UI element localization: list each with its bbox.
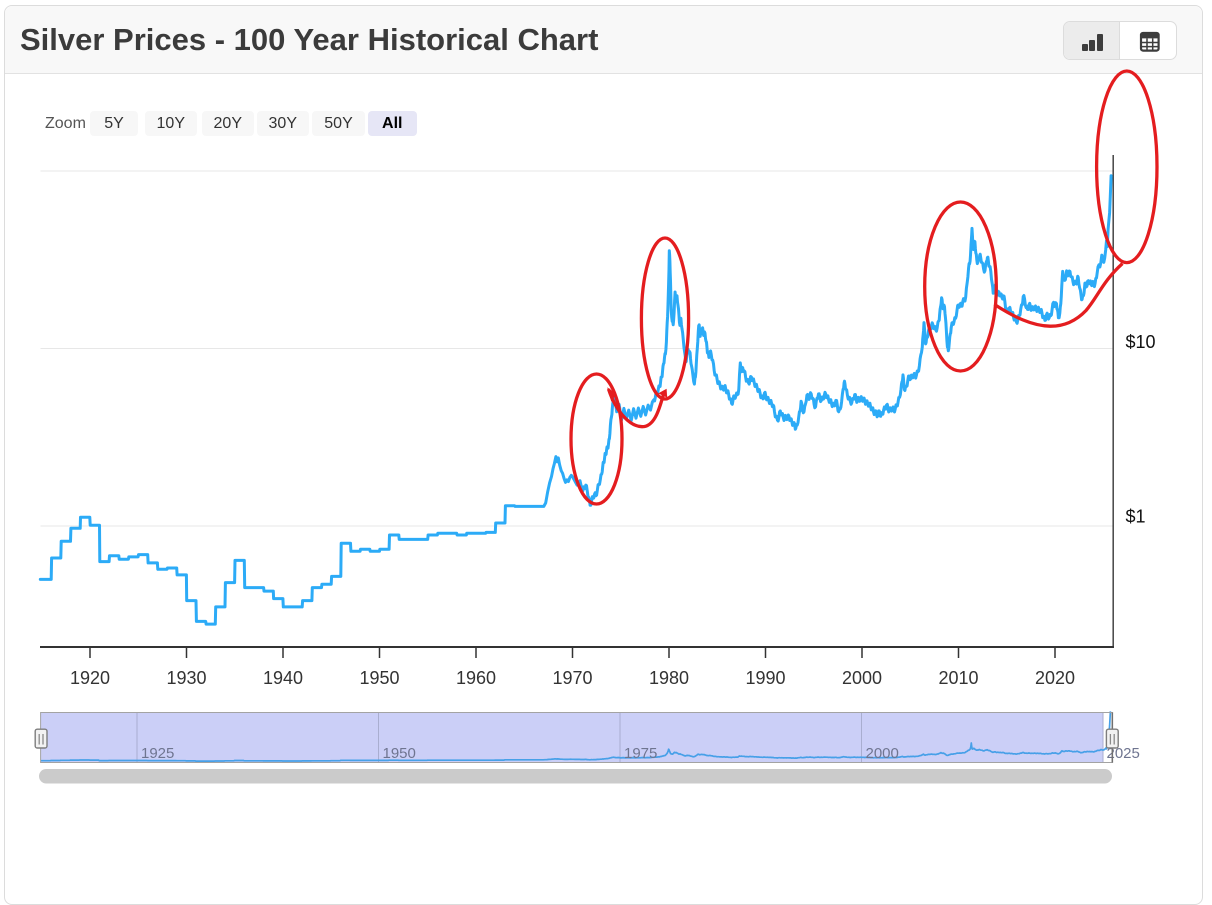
svg-text:1970: 1970 <box>552 668 592 688</box>
svg-text:1950: 1950 <box>359 668 399 688</box>
svg-text:2000: 2000 <box>866 745 899 762</box>
svg-text:2020: 2020 <box>1035 668 1075 688</box>
svg-text:1990: 1990 <box>745 668 785 688</box>
svg-text:1940: 1940 <box>263 668 303 688</box>
svg-text:$10: $10 <box>1126 332 1156 352</box>
svg-text:2025: 2025 <box>1107 745 1140 762</box>
svg-text:2000: 2000 <box>842 668 882 688</box>
svg-text:1980: 1980 <box>649 668 689 688</box>
svg-text:1930: 1930 <box>166 668 206 688</box>
svg-text:2010: 2010 <box>938 668 978 688</box>
svg-text:1975: 1975 <box>624 745 657 762</box>
svg-text:1925: 1925 <box>141 745 174 762</box>
svg-text:1960: 1960 <box>456 668 496 688</box>
svg-text:$1: $1 <box>1126 507 1146 527</box>
svg-text:1950: 1950 <box>383 745 416 762</box>
svg-text:1920: 1920 <box>70 668 110 688</box>
